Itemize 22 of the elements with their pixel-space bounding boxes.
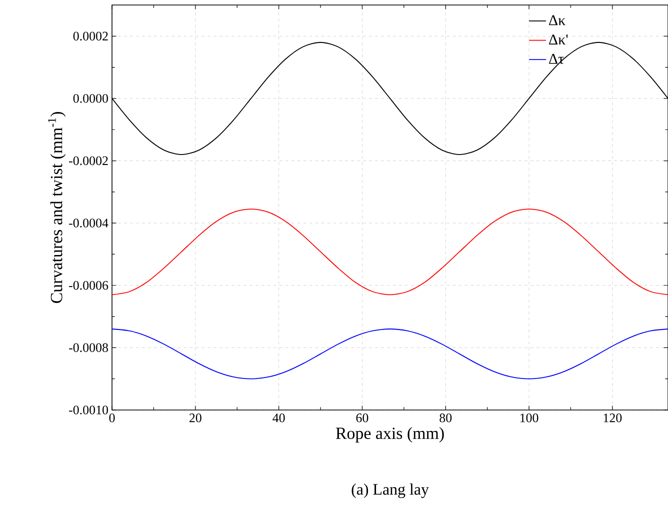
y-tick-label: -0.0006 (69, 280, 108, 290)
x-tick-label: 100 (520, 414, 538, 422)
y-tick-label: 0.0002 (73, 32, 108, 41)
legend-label: Δκ' (549, 34, 568, 44)
y-tick-label: -0.0002 (69, 156, 108, 166)
y-axis-title: Curvatures and twist (mm$^{-1}$) (48, 112, 66, 304)
legend-label: Δκ (549, 15, 566, 26)
legend-label: Δτ (549, 54, 564, 64)
x-tick-label: 0 (109, 414, 115, 422)
y-tick-label: -0.0004 (69, 218, 108, 228)
y-tick-label: -0.0008 (69, 343, 108, 352)
x-axis-title: Rope axis (mm) (336, 427, 444, 442)
x-tick-label: 80 (440, 414, 452, 422)
x-tick-label: 40 (272, 414, 285, 422)
line-series (112, 328, 668, 380)
text: (a) Lang lay (352, 484, 429, 498)
x-tick-label: 60 (356, 414, 368, 422)
y-tick-label: 0.0000 (73, 94, 108, 103)
line-series (112, 208, 668, 296)
y-tick-label: -0.0010 (69, 406, 108, 414)
x-tick-label: 120 (604, 414, 622, 422)
x-tick-label: 20 (189, 414, 202, 422)
